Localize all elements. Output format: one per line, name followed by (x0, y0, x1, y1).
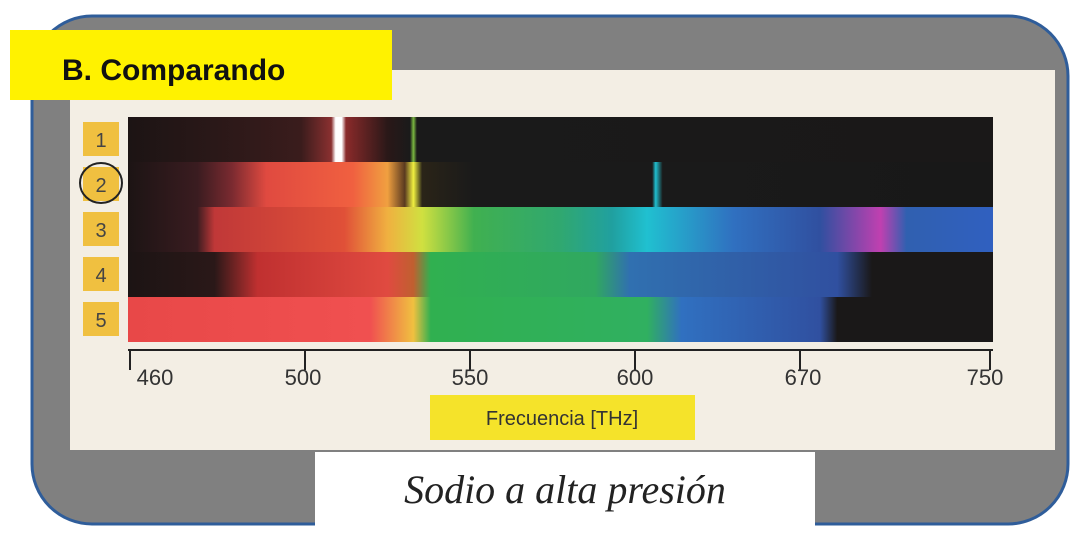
spectrum-band (128, 162, 993, 207)
page: B. Comparando 1 2 3 4 5 460 500 550 600 670 750 F… (0, 0, 1077, 533)
row-label: 5 (95, 310, 106, 332)
tick-label: 750 (967, 365, 1004, 390)
spectrum-band (128, 207, 993, 252)
caption: Sodio a alta presión (404, 467, 726, 512)
title: B. Comparando (62, 54, 285, 87)
tick-label: 460 (137, 365, 174, 390)
tick-label: 550 (452, 365, 489, 390)
spectrum-band (128, 297, 993, 342)
tick-label: 500 (285, 365, 322, 390)
axis-label: Frecuencia [THz] (486, 408, 638, 430)
spectrum-band (128, 117, 993, 162)
spectra: 1 2 3 4 5 (80, 117, 993, 342)
row-label: 2 (95, 175, 106, 197)
row-label: 1 (95, 130, 106, 152)
spectrum-band (128, 252, 993, 297)
tick-label: 670 (785, 365, 822, 390)
tick-label: 600 (617, 365, 654, 390)
row-label: 3 (95, 220, 106, 242)
row-label: 4 (95, 265, 106, 287)
figure: B. Comparando 1 2 3 4 5 460 500 550 600 670 750 F… (0, 0, 1077, 533)
